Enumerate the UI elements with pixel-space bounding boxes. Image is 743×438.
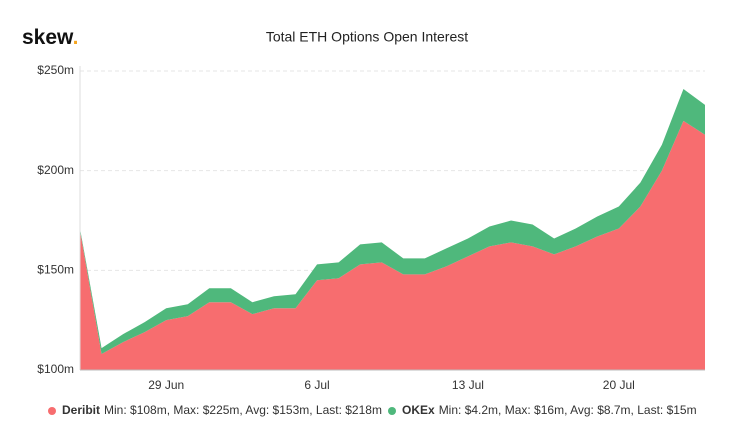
x-tick-label: 13 Jul [452, 378, 484, 392]
y-tick-label: $100m [37, 362, 74, 376]
legend-entry: Deribit Min: $108m, Max: $225m, Avg: $153… [62, 403, 382, 417]
logo-text: skew [22, 26, 74, 49]
legend-entry: OKEx Min: $4.2m, Max: $16m, Avg: $8.7m, L… [402, 403, 697, 417]
legend-marker [48, 407, 56, 415]
x-tick-label: 29 Jun [148, 378, 184, 392]
legend-name: Deribit [62, 403, 100, 417]
legend-stats: Min: $108m, Max: $225m, Avg: $153m, Last… [104, 403, 382, 417]
legend-stats: Min: $4.2m, Max: $16m, Avg: $8.7m, Last:… [439, 403, 697, 417]
y-tick-label: $200m [37, 163, 74, 177]
x-tick-label: 20 Jul [603, 378, 635, 392]
legend-name: OKEx [402, 403, 435, 417]
area [80, 88, 705, 355]
logo-dot: . [73, 26, 79, 49]
legend-marker [388, 407, 396, 415]
area [80, 120, 705, 370]
chart-title: Total ETH Options Open Interest [266, 29, 468, 45]
y-tick-label: $250m [37, 63, 74, 77]
y-tick-label: $150m [37, 263, 74, 277]
logo: skew. [22, 26, 78, 49]
x-tick-label: 6 Jul [304, 378, 329, 392]
